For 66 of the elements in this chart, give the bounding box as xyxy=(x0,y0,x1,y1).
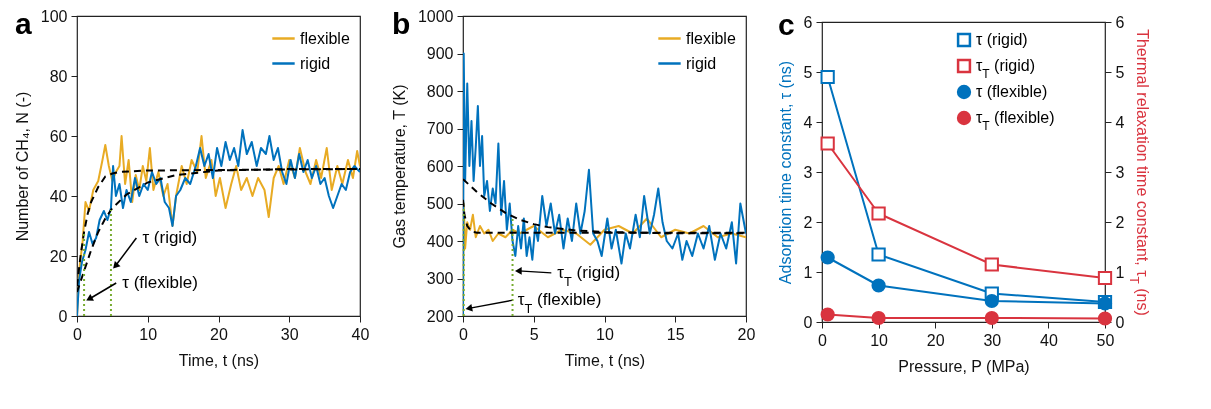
y-tick-label: 4 xyxy=(803,113,813,131)
y-tick-label: 600 xyxy=(426,157,454,175)
y-tick-label: 2 xyxy=(803,213,813,231)
y-tick-label: 40 xyxy=(49,187,68,205)
x-tick-label: 20 xyxy=(210,325,228,343)
y2-tick-label: 6 xyxy=(1115,13,1125,31)
y-tick-label: 700 xyxy=(426,120,454,137)
x-tick-label: 0 xyxy=(459,325,469,343)
y2-tick-label: 0 xyxy=(1115,313,1125,331)
x-tick-label: 15 xyxy=(666,325,685,343)
y-tick-label: 200 xyxy=(426,307,454,325)
y-axis-title: Adsorption time constant, τ (ns) xyxy=(776,60,794,285)
y-tick-label: 100 xyxy=(40,7,68,25)
y-tick-label: 6 xyxy=(803,13,813,31)
y-tick-label: 20 xyxy=(49,247,68,265)
legend-label: τ (rigid) xyxy=(976,31,1028,48)
y-tick-label: 0 xyxy=(58,307,68,325)
y-tick-label: 1 xyxy=(803,263,813,281)
chart-title: a xyxy=(15,7,32,40)
y-tick-label: 500 xyxy=(426,195,454,212)
y-tick-label: 1000 xyxy=(417,7,454,25)
legend-label: τ$_{T}$ (flexible) xyxy=(976,109,1055,133)
annotation: τ (rigid) xyxy=(142,228,198,247)
y2-tick-label: 4 xyxy=(1115,113,1125,131)
legend-label: flexible xyxy=(300,29,350,47)
annotation: τ$_{T}$ (rigid) xyxy=(557,262,621,289)
x-axis-title: Pressure, P (MPa) xyxy=(898,357,1030,375)
chart-title: c xyxy=(778,7,795,41)
x-tick-label: 20 xyxy=(737,325,756,343)
legend-label: τ (flexible) xyxy=(976,83,1048,100)
y-axis-title: Gas temperature, T (K) xyxy=(390,84,408,249)
y-tick-label: 0 xyxy=(803,313,813,331)
annotation: τ$_{T}$ (flexible) xyxy=(517,290,602,316)
y-tick-label: 5 xyxy=(803,63,813,81)
x-tick-label: 20 xyxy=(926,331,945,349)
legend-label: τ$_{T}$ (rigid) xyxy=(976,57,1036,81)
x-axis-title: Time, t (ns) xyxy=(564,351,646,369)
y-tick-label: 400 xyxy=(426,232,454,250)
legend-label: rigid xyxy=(300,54,331,72)
y2-tick-label: 5 xyxy=(1115,63,1125,81)
legend-label: rigid xyxy=(686,54,717,72)
y-tick-label: 300 xyxy=(426,270,454,287)
y2-tick-label: 2 xyxy=(1115,213,1125,231)
y2-tick-label: 3 xyxy=(1115,163,1125,181)
x-tick-label: 30 xyxy=(280,325,299,343)
x-tick-label: 40 xyxy=(351,325,370,343)
annotation: τ (flexible) xyxy=(122,273,198,292)
y-tick-label: 60 xyxy=(49,127,68,145)
x-axis-title: Time, t (ns) xyxy=(178,351,260,369)
y-tick-label: 800 xyxy=(426,82,454,100)
y2-tick-label: 1 xyxy=(1115,263,1125,281)
x-tick-label: 0 xyxy=(818,331,828,349)
x-tick-label: 10 xyxy=(870,331,889,349)
y-tick-label: 3 xyxy=(803,163,813,181)
legend-label: flexible xyxy=(686,29,736,47)
y-axis-title: Number of CH₄, N (-) xyxy=(13,91,31,242)
chart-title: b xyxy=(392,7,411,40)
x-tick-label: 10 xyxy=(139,325,158,343)
x-tick-label: 0 xyxy=(73,325,83,343)
x-tick-label: 40 xyxy=(1040,331,1058,349)
x-tick-label: 50 xyxy=(1096,331,1115,349)
x-tick-label: 30 xyxy=(983,331,1002,349)
x-tick-label: 5 xyxy=(529,325,539,343)
y-tick-label: 900 xyxy=(426,45,454,62)
x-tick-label: 10 xyxy=(596,325,614,343)
y-tick-label: 80 xyxy=(49,67,68,85)
